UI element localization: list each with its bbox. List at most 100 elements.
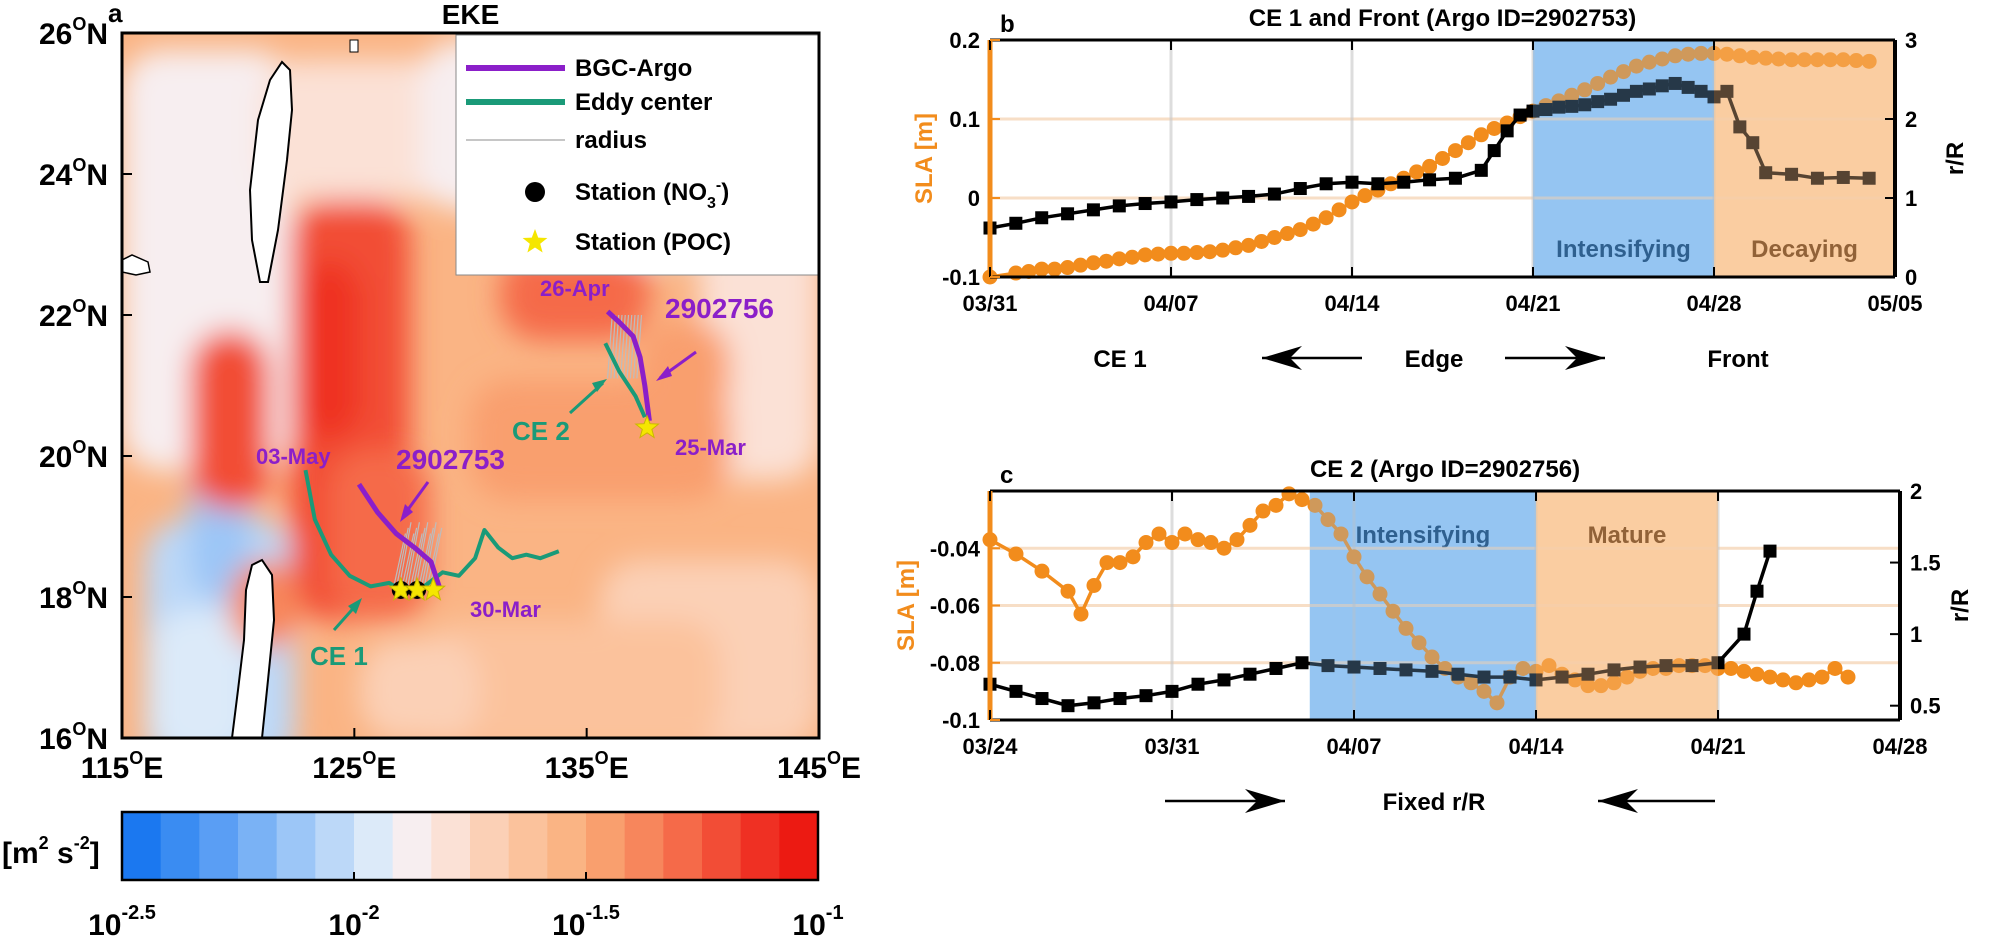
tick-hemisphere: E <box>609 752 629 785</box>
sla-point <box>1163 245 1179 261</box>
rR-point <box>1733 120 1747 134</box>
phase-shading <box>1714 40 1895 277</box>
sla-point <box>1359 569 1375 585</box>
colorbar-swatch <box>199 812 239 880</box>
tick-exponent: -1.5 <box>585 902 619 924</box>
arrow-right-head <box>1565 346 1605 370</box>
radius-line <box>426 533 440 587</box>
tick-number: 18 <box>39 582 72 615</box>
y-tick-label: 20ON <box>39 437 108 474</box>
y-tick-label-right: 2 <box>1905 107 1917 132</box>
sla-point <box>1125 549 1141 565</box>
rR-point <box>1191 677 1205 691</box>
station-poc-marker <box>634 414 660 439</box>
legend-entry-label: BGC-Argo <box>575 55 692 82</box>
y-tick-label: 0.2 <box>949 28 980 53</box>
sla-point <box>1771 51 1787 67</box>
sla-point <box>1215 242 1231 258</box>
sla-point <box>1848 53 1864 69</box>
tick-number: 145 <box>777 752 827 785</box>
rR-point <box>1720 84 1734 98</box>
y-tick-label: -0.06 <box>930 594 980 619</box>
radius-line <box>412 527 426 587</box>
map-frame <box>120 31 821 740</box>
footer-label: Front <box>1707 346 1768 373</box>
rR-point <box>1423 173 1437 187</box>
tick-hemisphere: E <box>376 752 396 785</box>
y-tick-label: -0.08 <box>930 651 980 676</box>
sla-point <box>1861 53 1877 69</box>
rR-point <box>1164 195 1178 209</box>
colorbar-unit-superscript: 2 <box>39 833 49 853</box>
sla-point <box>1372 586 1388 602</box>
rR-point <box>1785 167 1799 181</box>
eke-patch <box>420 620 720 738</box>
sla-point <box>1266 230 1282 245</box>
arrow-right-head <box>1245 789 1285 813</box>
phase-label: Intensifying <box>1356 522 1491 549</box>
colorbar-swatch <box>586 812 626 880</box>
panel-title: CE 1 and Front (Argo ID=2902753) <box>1249 5 1636 32</box>
sla-point <box>1099 555 1115 571</box>
argo-track-2902753 <box>356 482 443 591</box>
colorbar-swatch <box>276 812 316 880</box>
x-tick-label: 04/21 <box>1505 291 1560 316</box>
rR-point <box>1810 171 1824 185</box>
y-tick-label-right: 0 <box>1905 265 1917 290</box>
sla-point <box>1463 675 1479 691</box>
radius-line <box>418 533 432 587</box>
annotation-argo-id: 2902756 <box>665 293 774 324</box>
rR-point <box>1269 661 1283 675</box>
y-tick-label: -0.04 <box>930 536 981 561</box>
legend-box <box>455 34 819 276</box>
tick-degree: O <box>362 748 376 768</box>
sla-point <box>1775 672 1791 688</box>
sla-point <box>1305 216 1321 232</box>
sla-point <box>1318 210 1334 226</box>
rR-point <box>1086 203 1100 217</box>
rR-point <box>1061 699 1075 713</box>
sla-point <box>1411 635 1427 651</box>
tick-degree: O <box>72 719 86 739</box>
tick-degree: O <box>72 14 86 34</box>
sla-point <box>1424 649 1440 665</box>
footer-label: CE 1 <box>1093 346 1146 373</box>
y-tick-label: 26ON <box>39 14 108 51</box>
sla-point <box>1486 120 1502 136</box>
rR-series <box>983 76 1876 235</box>
rR-point <box>1190 193 1204 207</box>
sla-point <box>1723 660 1739 676</box>
rR-point <box>1477 670 1491 684</box>
x-tick-label: 04/07 <box>1326 734 1381 759</box>
y-tick-label-right: 0.5 <box>1910 694 1941 719</box>
rR-point <box>1629 84 1643 98</box>
tick-exponent: -2.5 <box>121 902 155 924</box>
colorbar-swatch <box>354 812 394 880</box>
sla-point <box>1151 526 1167 542</box>
rR-point <box>1373 661 1387 675</box>
sla-point <box>1385 603 1401 619</box>
sla-point <box>1564 87 1580 103</box>
rR-point <box>1539 103 1553 117</box>
y-tick-label: 16ON <box>39 719 108 756</box>
sla-point <box>1241 237 1257 253</box>
y-axis-label: SLA [m] <box>911 113 938 204</box>
x-tick-label: 115OE <box>81 748 163 785</box>
colorbar-unit-main: [m <box>2 837 39 870</box>
sla-point <box>1085 255 1101 271</box>
radius-line <box>423 522 437 587</box>
colorbar-swatch <box>702 812 742 880</box>
colorbar-swatch <box>431 812 471 880</box>
annotation-arrowhead <box>348 598 362 614</box>
eke-patch <box>150 610 250 738</box>
tick-degree: O <box>72 155 86 175</box>
sla-point <box>1357 188 1373 204</box>
luzon-island <box>230 558 276 738</box>
rR-point <box>1035 211 1049 225</box>
rR-point <box>1746 136 1760 150</box>
china-coast <box>122 254 151 276</box>
panel-a-map: 26-Apr 2902756 CE 2 25-Mar 03-May 2902753 30-M… <box>2 0 861 942</box>
y-tick-label: -0.1 <box>942 265 980 290</box>
colorbar-label: [m2 s-2] <box>2 833 100 870</box>
panel-b-timeseries: Intensifying Decaying 03/31 04/07 04/14 04/21… <box>911 5 1969 373</box>
